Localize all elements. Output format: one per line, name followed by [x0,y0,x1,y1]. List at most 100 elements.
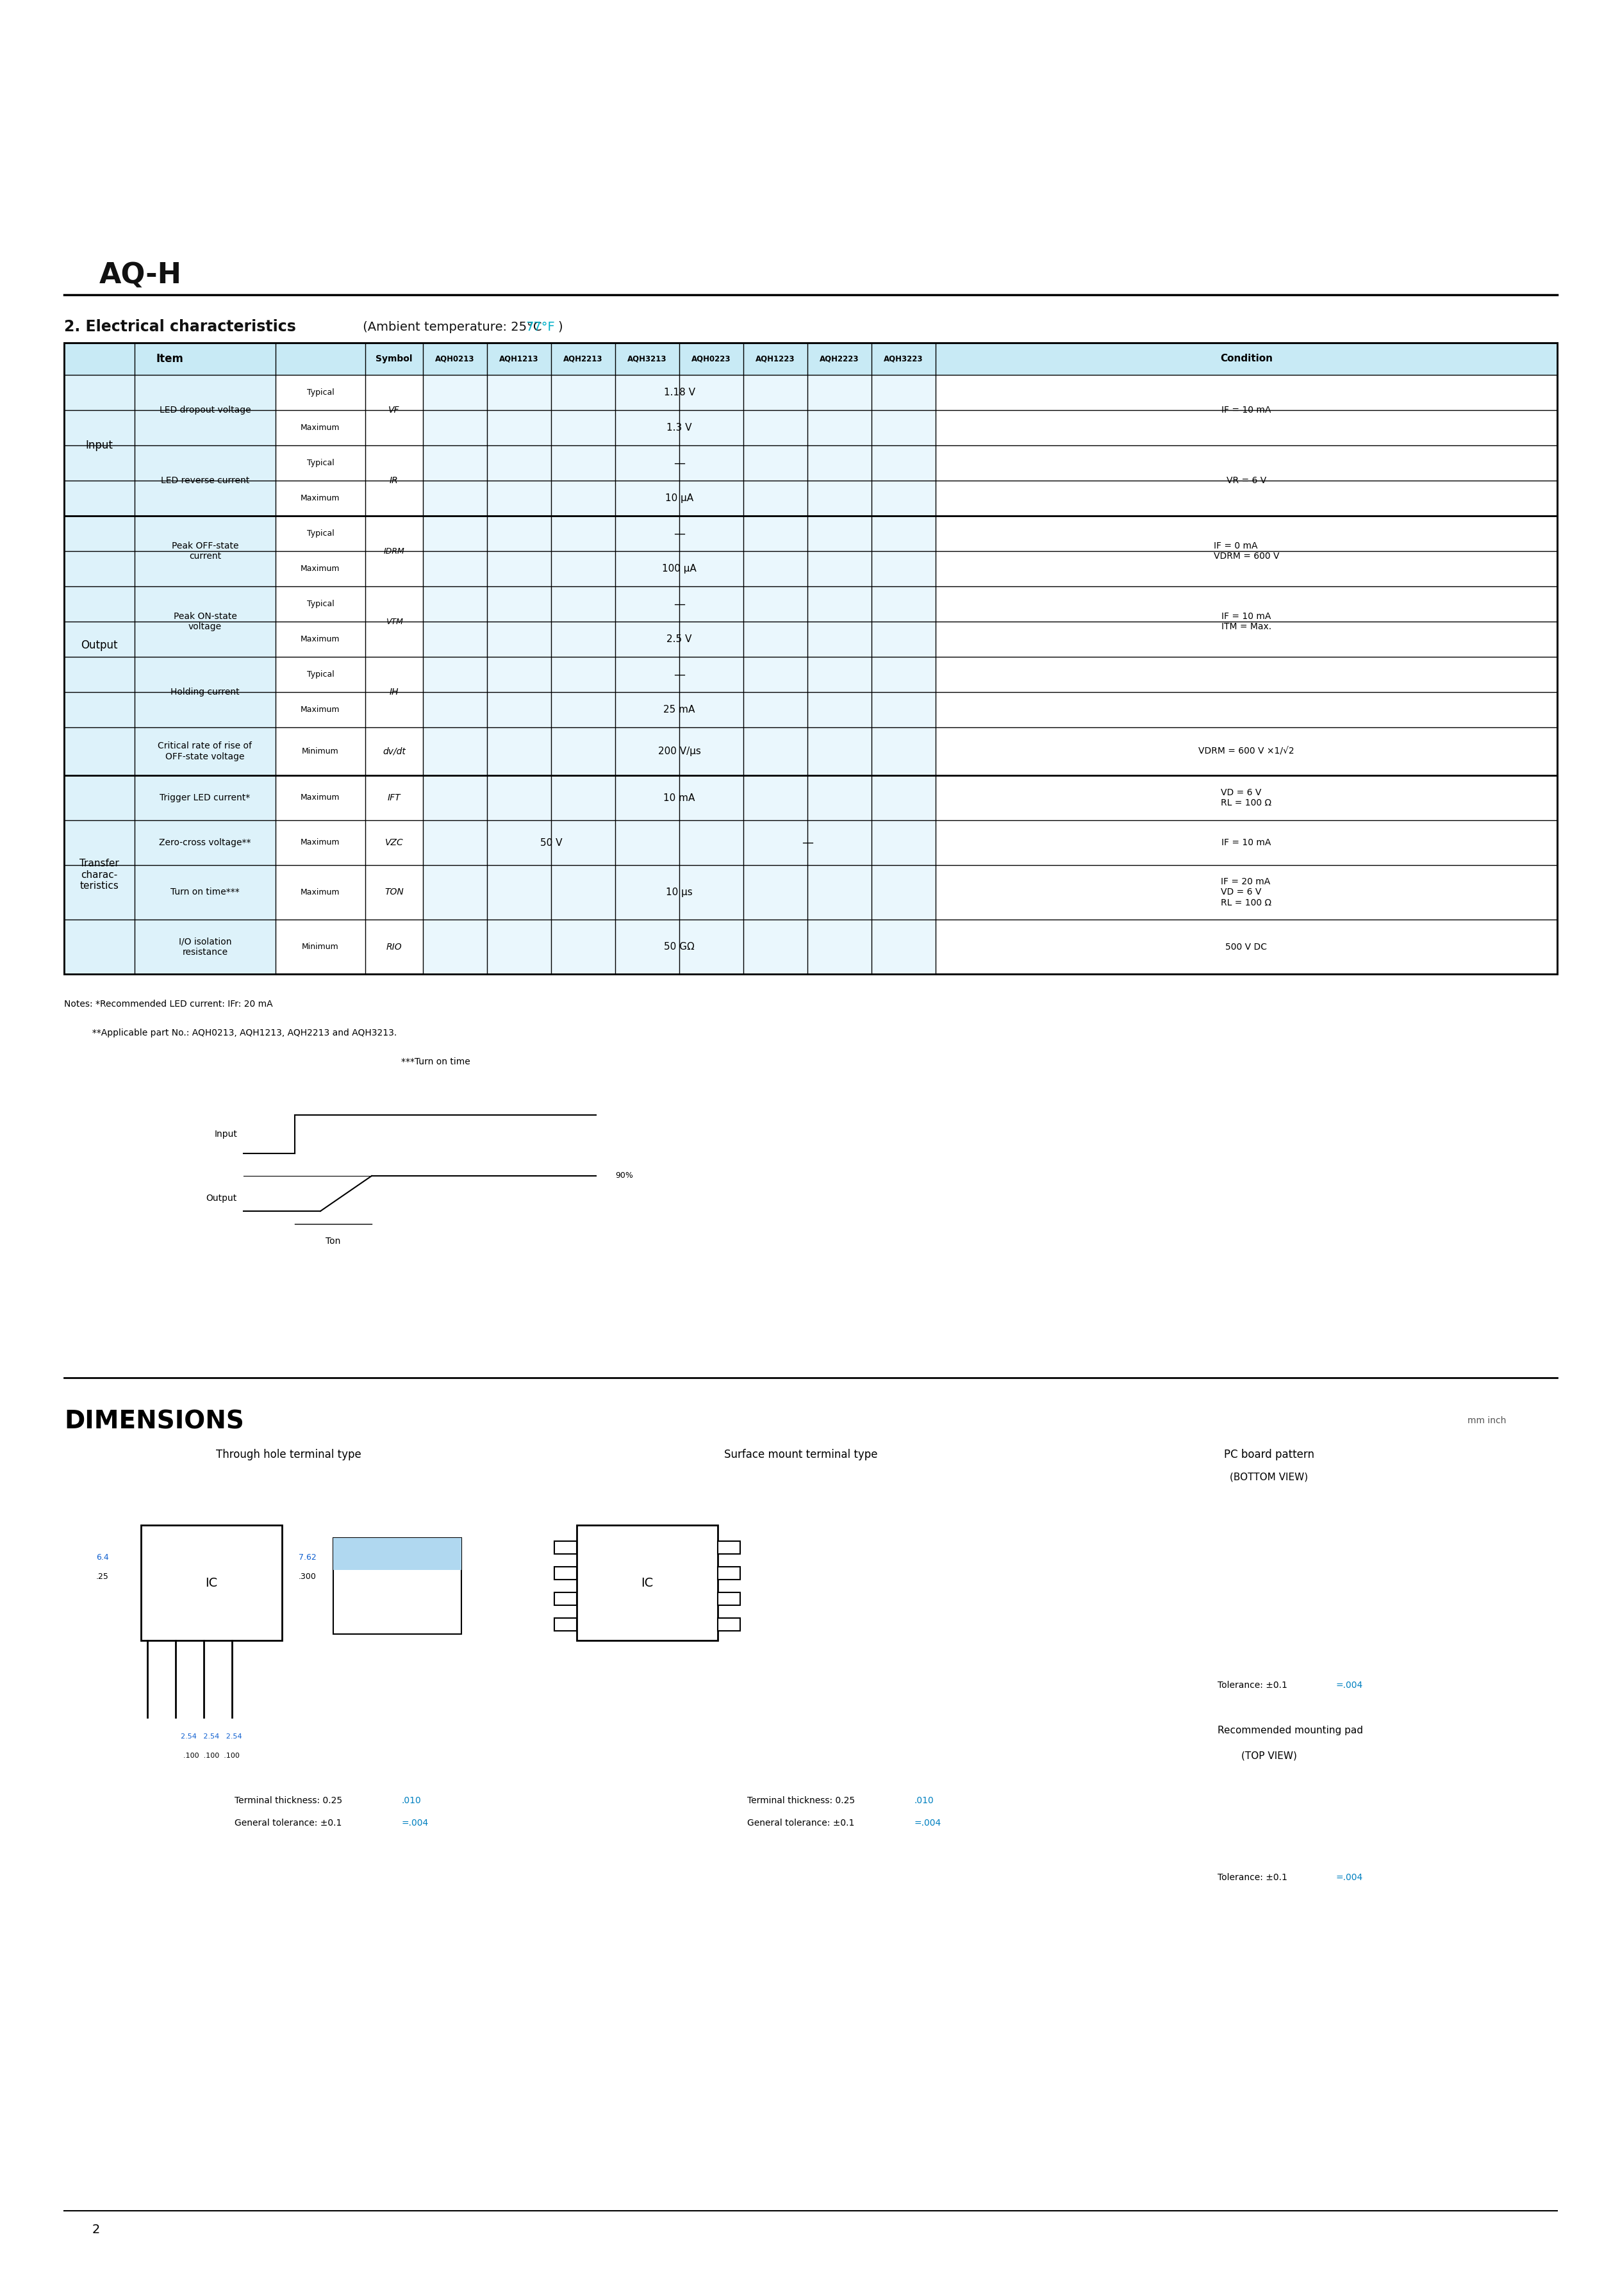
Text: VZC: VZC [386,838,403,847]
Text: 500 V DC: 500 V DC [1226,941,1267,951]
Text: .25: .25 [96,1573,109,1580]
Text: AQH2223: AQH2223 [820,354,859,363]
Text: IFT: IFT [387,794,400,801]
Text: 50 V: 50 V [539,838,562,847]
Text: .010: .010 [402,1795,421,1805]
Text: **Applicable part No.: AQH0213, AQH1213, AQH2213 and AQH3213.: **Applicable part No.: AQH0213, AQH1213,… [65,1029,397,1038]
Text: AQH2213: AQH2213 [564,354,603,363]
Bar [334,1538,462,1570]
Text: Ton: Ton [326,1238,340,1247]
Text: —: — [674,668,685,680]
Text: Condition: Condition [1220,354,1273,363]
Text: 7.62: 7.62 [298,1552,316,1561]
Text: Typical: Typical [306,459,334,466]
Text: .300: .300 [298,1573,316,1580]
Bar [65,342,1557,974]
Text: AQH0213: AQH0213 [436,354,475,363]
Text: Input: Input [86,439,113,450]
Text: AQH1223: AQH1223 [755,354,795,363]
Text: 200 V/μs: 200 V/μs [658,746,701,755]
Text: AQ-H: AQ-H [99,262,181,289]
Text: Minimum: Minimum [301,746,339,755]
Text: IC: IC [642,1577,653,1589]
Text: IF = 0 mA
VDRM = 600 V: IF = 0 mA VDRM = 600 V [1213,542,1280,560]
Text: VR = 6 V: VR = 6 V [1226,475,1267,484]
Text: =.004: =.004 [1336,1681,1362,1690]
Text: Maximum: Maximum [301,494,340,503]
Text: Symbol: Symbol [376,354,413,363]
Text: Tolerance: ±0.1: Tolerance: ±0.1 [1218,1681,1288,1690]
Text: Item: Item [156,354,183,365]
Text: General tolerance: ±0.1: General tolerance: ±0.1 [235,1818,342,1828]
Bar [718,1541,740,1554]
Text: 50 GΩ: 50 GΩ [664,941,695,951]
Text: TON: TON [384,889,403,898]
Bar [65,776,275,974]
Bar [65,517,275,776]
Text: Typical: Typical [306,670,334,680]
Text: 90%: 90% [616,1171,633,1180]
Text: =.004: =.004 [914,1818,941,1828]
Text: VTM: VTM [386,618,403,627]
Text: AQH1213: AQH1213 [499,354,539,363]
Text: Minimum: Minimum [301,944,339,951]
Text: IDRM: IDRM [384,546,405,556]
Text: Maximum: Maximum [301,565,340,574]
Text: IF = 20 mA
VD = 6 V
RL = 100 Ω: IF = 20 mA VD = 6 V RL = 100 Ω [1221,877,1272,907]
Bar [554,1566,577,1580]
Text: VD = 6 V
RL = 100 Ω: VD = 6 V RL = 100 Ω [1221,788,1272,808]
Text: General tolerance: ±0.1: General tolerance: ±0.1 [747,1818,855,1828]
Text: Output: Output [81,641,118,652]
Text: Typical: Typical [306,530,334,537]
Text: Maximum: Maximum [301,705,340,714]
Text: IH: IH [389,687,399,696]
Text: 77°F: 77°F [525,321,554,333]
Bar [554,1541,577,1554]
Text: DIMENSIONS: DIMENSIONS [65,1410,245,1435]
Text: Turn on time***: Turn on time*** [170,889,240,898]
Bar [423,374,936,974]
Text: Maximum: Maximum [301,422,340,432]
Bar [554,1619,577,1630]
Bar [141,1525,282,1639]
Text: (Ambient temperature: 25°C: (Ambient temperature: 25°C [360,321,546,333]
Text: Peak OFF-state
current: Peak OFF-state current [172,542,238,560]
Text: Typical: Typical [306,388,334,397]
Bar [577,1525,718,1639]
Text: Surface mount terminal type: Surface mount terminal type [724,1449,878,1460]
Text: =.004: =.004 [402,1818,429,1828]
Text: Recommended mounting pad: Recommended mounting pad [1218,1724,1362,1736]
Text: ): ) [557,321,562,333]
Text: Notes: *Recommended LED current: IFr: 20 mA: Notes: *Recommended LED current: IFr: 20… [65,999,272,1008]
Text: .010: .010 [914,1795,935,1805]
Text: Maximum: Maximum [301,838,340,847]
Bar [65,374,275,517]
Text: (TOP VIEW): (TOP VIEW) [1241,1752,1296,1761]
Bar [554,1593,577,1605]
Text: LED reverse current: LED reverse current [160,475,249,484]
Text: 10 μs: 10 μs [666,889,693,898]
Text: Zero-cross voltage**: Zero-cross voltage** [159,838,251,847]
Text: mm inch: mm inch [1468,1417,1507,1426]
Text: 100 μA: 100 μA [663,565,697,574]
Text: IF = 10 mA: IF = 10 mA [1221,838,1272,847]
Text: dv/dt: dv/dt [382,746,405,755]
Text: AQH0223: AQH0223 [692,354,731,363]
Text: Tolerance: ±0.1: Tolerance: ±0.1 [1218,1874,1288,1883]
Text: ***Turn on time: ***Turn on time [402,1058,470,1065]
Text: —: — [674,528,685,540]
Text: IF = 10 mA
ITM = Max.: IF = 10 mA ITM = Max. [1221,613,1272,631]
Bar [334,1538,462,1635]
Text: 1.18 V: 1.18 V [664,388,695,397]
Text: Maximum: Maximum [301,636,340,643]
Text: IR: IR [390,475,399,484]
Text: —: — [802,836,813,850]
Text: Output: Output [206,1194,237,1203]
Text: 10 mA: 10 mA [664,792,695,804]
Text: Typical: Typical [306,599,334,608]
Text: 6.4: 6.4 [96,1552,109,1561]
Text: Holding current: Holding current [170,687,240,696]
Text: Critical rate of rise of
OFF-state voltage: Critical rate of rise of OFF-state volta… [159,742,253,760]
Text: VF: VF [389,406,400,416]
Text: Peak ON-state
voltage: Peak ON-state voltage [173,613,237,631]
